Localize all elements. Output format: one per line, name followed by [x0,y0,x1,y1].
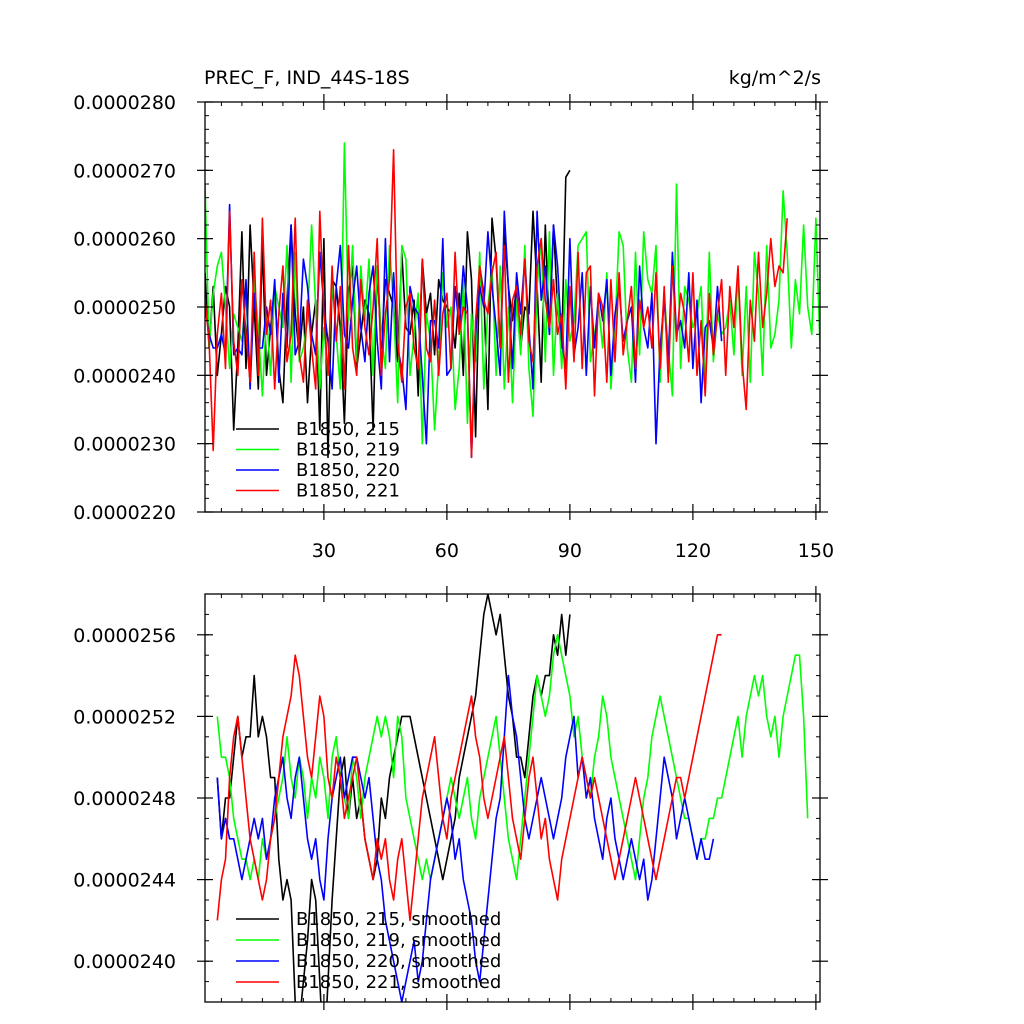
top-series-group [205,142,820,459]
y-tick-label: 0.0000260 [73,229,176,251]
legend-label: B1850, 221, smoothed [296,972,501,993]
legend-label: B1850, 215 [296,419,400,440]
x-tick-label: 60 [435,540,459,562]
y-tick-label: 0.0000250 [73,297,176,319]
y-tick-label: 0.0000240 [73,365,176,387]
top-plot-frame [204,101,821,513]
series-line-b1850-221-smoothed [216,633,722,922]
bottom-plot-frame [204,593,821,1003]
series-line-b1850-220-smoothed [216,674,715,1002]
legend-label: B1850, 219, smoothed [296,930,501,951]
x-tick-label: 120 [675,540,711,562]
top-axes-group: 30 60 90 120 150 0.0000220 0.0000230 0.0000240 0… [73,92,834,562]
y-tick-label: 0.0000244 [73,870,176,892]
y-tick-label: 0.0000220 [73,502,176,524]
y-tick-label: 0.0000252 [73,706,176,728]
bottom-axes-group: 0.0000240 0.0000244 0.0000248 0.0000252 0.00… [73,586,828,1010]
chart-title: PREC_F, IND_44S-18S [204,67,410,89]
series-line-b1850-219-smoothed [216,633,809,881]
top-panel: PREC_F, IND_44S-18S kg/m^2/s 30 60 90 120 15… [73,67,834,562]
y-tick-label: 0.0000248 [73,788,176,810]
bottom-series-group [216,594,809,1002]
x-tick-label: 30 [312,540,336,562]
y-tick-label: 0.0000240 [73,951,176,973]
x-tick-label: 150 [798,540,834,562]
legend-label: B1850, 220, smoothed [296,951,501,972]
y-tick-label: 0.0000256 [73,625,176,647]
y-tick-label: 0.0000280 [73,92,176,114]
legend-label: B1850, 221 [296,481,400,502]
bottom-panel: 0.0000240 0.0000244 0.0000248 0.0000252 0.00… [73,586,828,1010]
units-label: kg/m^2/s [729,67,821,89]
series-line-b1850-221 [205,149,788,459]
y-tick-label: 0.0000270 [73,160,176,182]
legend-label: B1850, 220 [296,460,400,481]
legend-label: B1850, 219 [296,440,400,461]
x-tick-label: 90 [558,540,582,562]
series-line-b1850-220 [205,203,723,459]
series-line-b1850-219 [205,142,820,445]
y-tick-label: 0.0000230 [73,434,176,456]
legend-label: B1850, 215, smoothed [296,909,501,930]
